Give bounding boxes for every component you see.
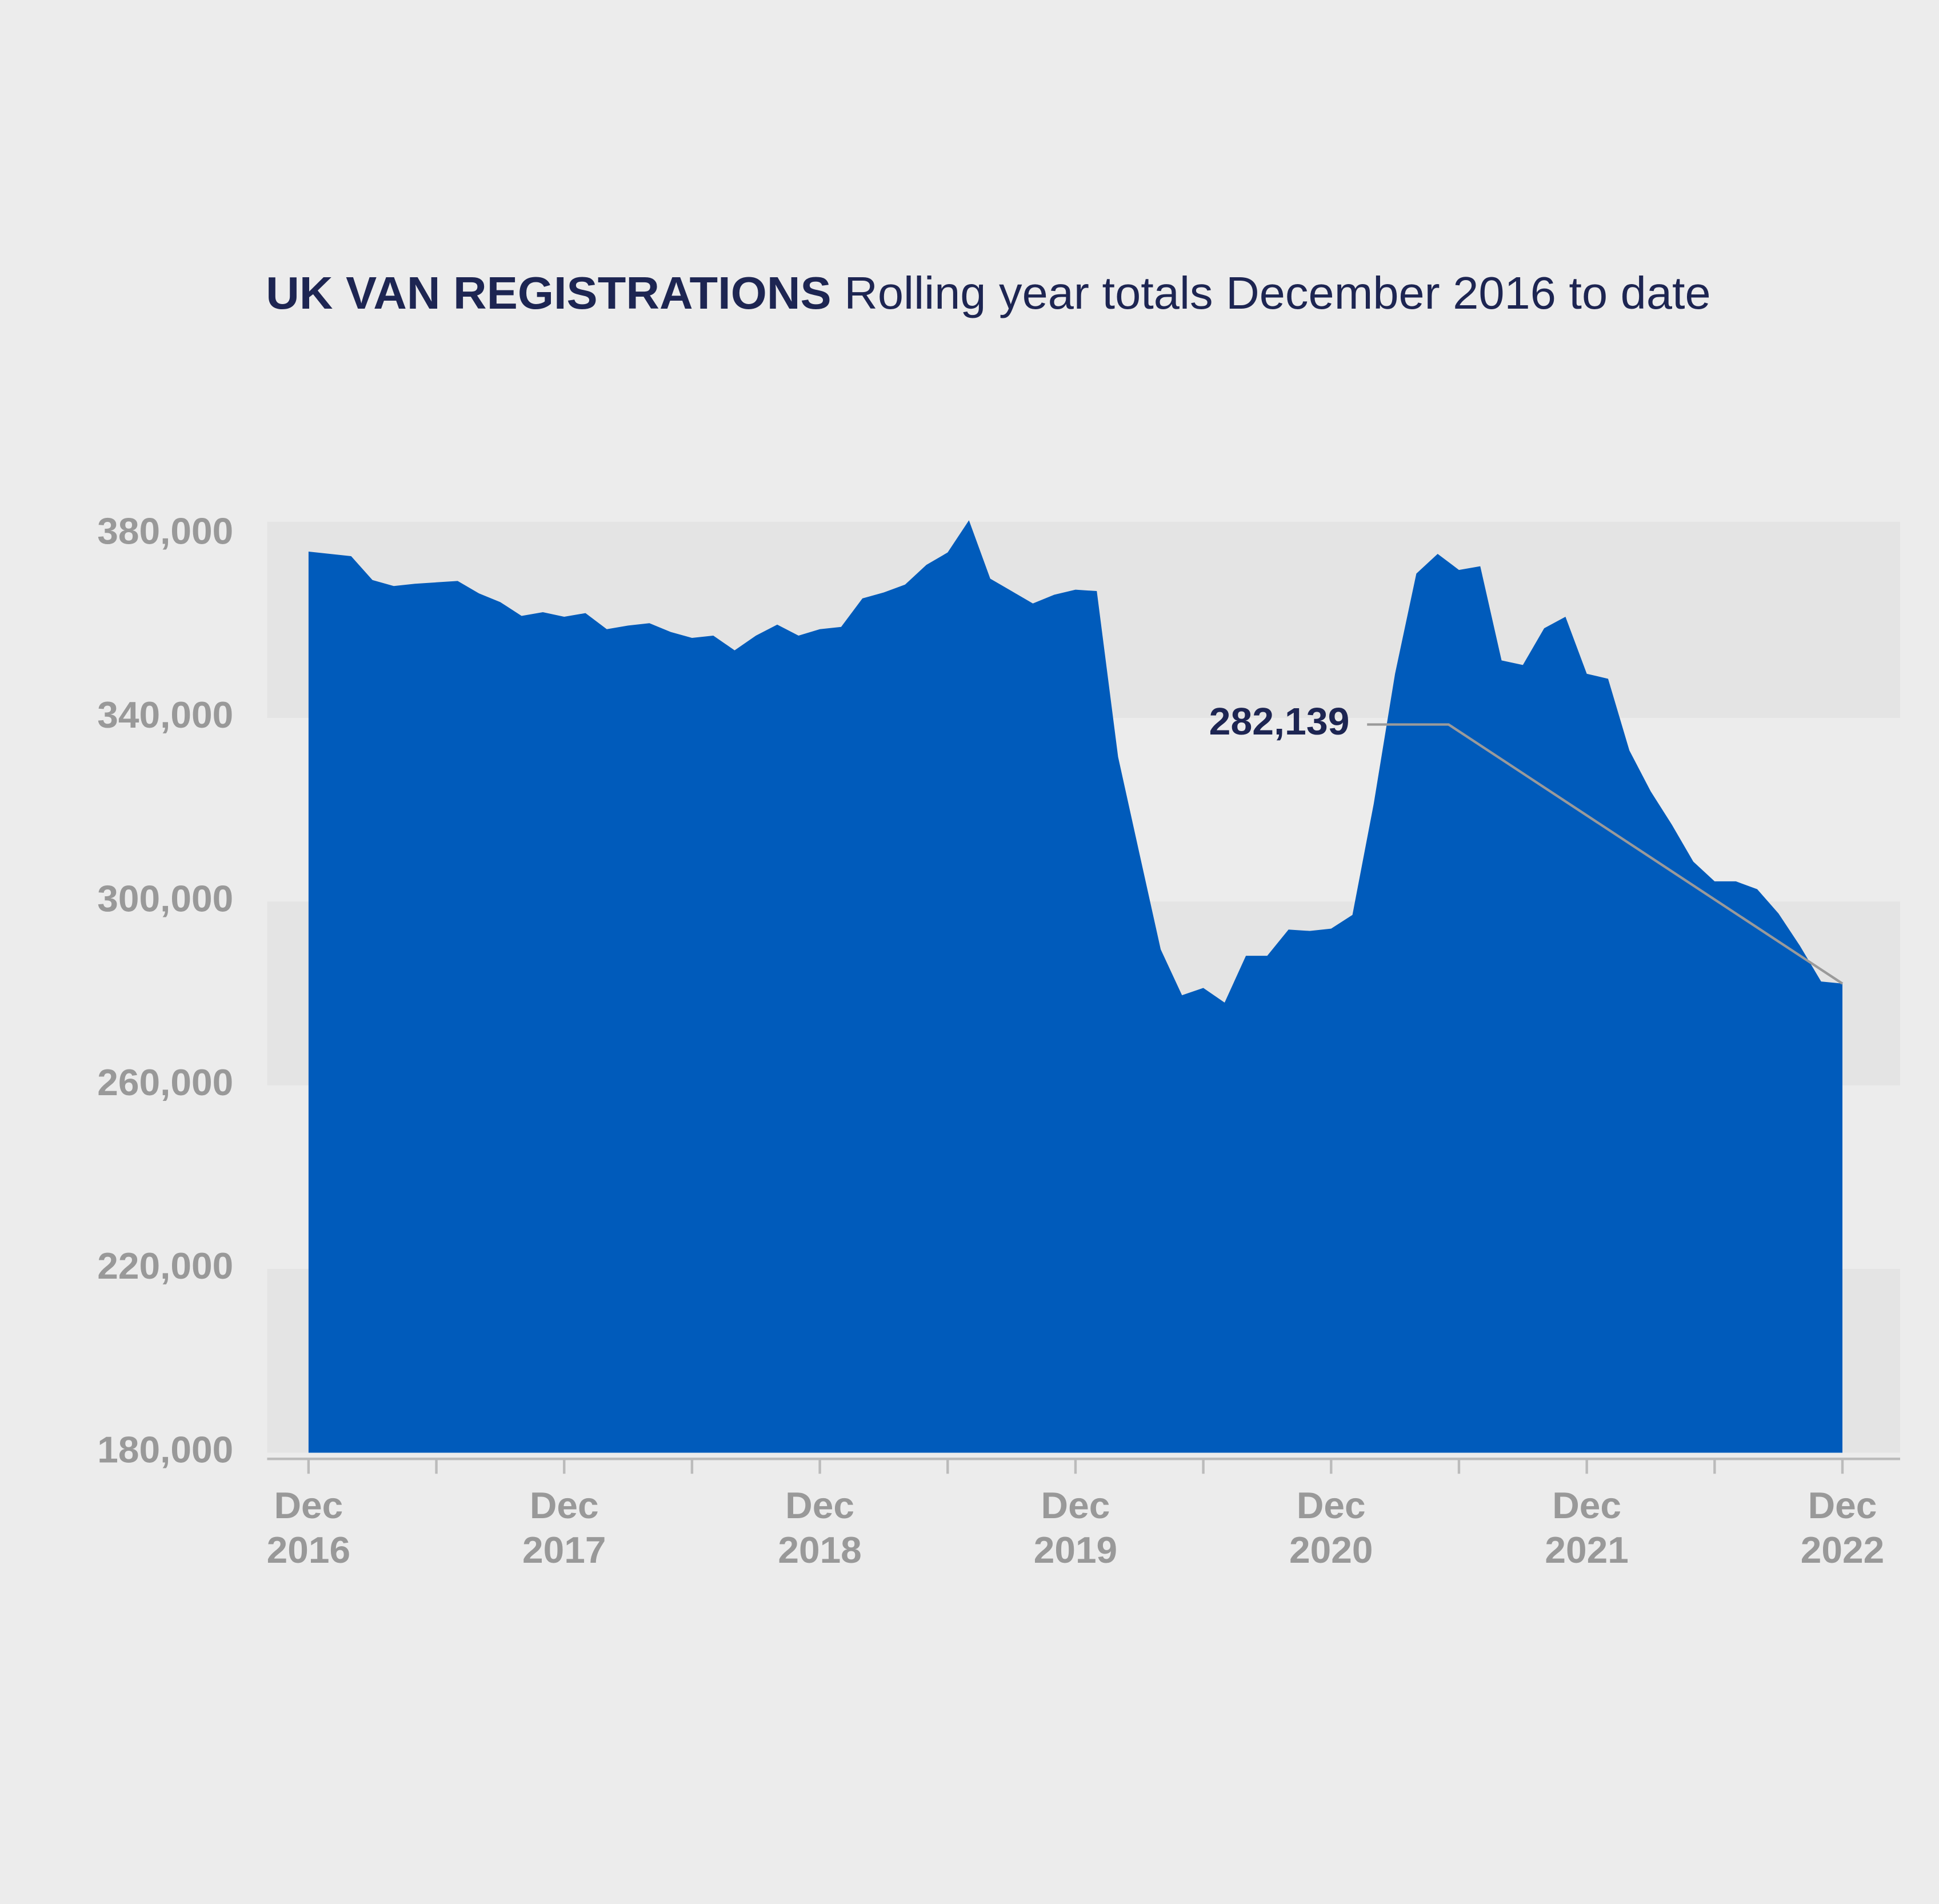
x-tick-label: Dec 2022 — [1800, 1486, 1885, 1572]
x-tick-label: Dec 2019 — [1033, 1486, 1118, 1572]
y-tick-label: 340,000 — [97, 694, 233, 735]
y-tick-label: 300,000 — [97, 878, 233, 919]
area — [308, 520, 1843, 1453]
x-tick-label: Dec 2017 — [522, 1486, 606, 1572]
annotation-leader — [1367, 723, 1844, 985]
x-tick-label: Dec 2016 — [266, 1486, 351, 1572]
x-tick-label: Dec 2021 — [1545, 1486, 1629, 1572]
chart-subtitle: Rolling year totals December 2016 to dat… — [844, 268, 1710, 319]
y-tick-label: 220,000 — [97, 1246, 233, 1287]
x-tick-label: Dec 2018 — [778, 1486, 862, 1572]
y-tick-label: 260,000 — [97, 1061, 233, 1103]
chart-heading: UK VAN REGISTRATIONS Rolling year totals… — [266, 268, 1710, 319]
x-tick-label: Dec 2020 — [1289, 1486, 1373, 1572]
chart-title: UK VAN REGISTRATIONS — [266, 268, 831, 319]
annotation-label: 282,139 — [1209, 701, 1350, 743]
y-tick-label: 180,000 — [97, 1429, 233, 1470]
y-tick-label: 380,000 — [97, 510, 233, 552]
